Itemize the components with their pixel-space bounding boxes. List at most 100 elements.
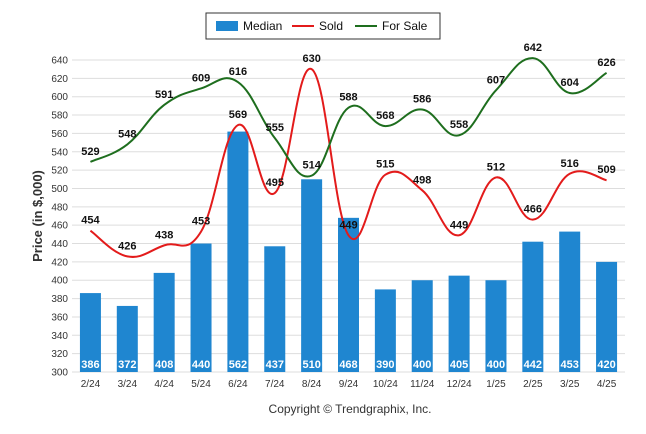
- legend-label-median: Median: [243, 19, 282, 33]
- y-tick-label: 440: [51, 239, 68, 250]
- data-label-sold: 454: [81, 215, 100, 227]
- y-tick-label: 560: [51, 129, 68, 140]
- bar-median: [264, 246, 286, 372]
- data-label-sold: 630: [302, 53, 320, 65]
- x-tick-label: 11/24: [410, 379, 435, 390]
- data-label-for-sale: 591: [155, 89, 173, 101]
- bar-median: [559, 231, 581, 372]
- bar-median: [596, 261, 618, 372]
- data-label-for-sale: 616: [229, 66, 247, 78]
- x-tick-label: 5/24: [191, 379, 211, 390]
- bar-value-label: 437: [266, 359, 284, 371]
- y-tick-label: 600: [51, 92, 68, 103]
- x-axis-ticks: 2/24 3/24 4/24 5/24 6/24 7/24 8/24 9/24 10/24 11/…: [81, 379, 617, 390]
- bar-value-label: 562: [229, 359, 247, 371]
- bar-median: [227, 131, 249, 372]
- y-tick-label: 520: [51, 166, 68, 177]
- y-tick-label: 360: [51, 312, 68, 323]
- data-label-sold: 515: [376, 159, 394, 171]
- bar-value-label: 405: [450, 359, 468, 371]
- x-tick-label: 4/24: [154, 379, 174, 390]
- bar-median: [338, 217, 359, 372]
- bar-value-label: 408: [155, 359, 173, 371]
- legend: Median Sold For Sale: [205, 12, 441, 40]
- x-tick-label: 1/25: [486, 379, 506, 390]
- bar-value-label: 510: [302, 359, 320, 371]
- bar-value-label: 400: [413, 359, 431, 371]
- x-tick-label: 6/24: [228, 379, 248, 390]
- line-sold: [89, 68, 607, 258]
- data-label-sold: 453: [192, 216, 210, 228]
- y-tick-label: 540: [51, 147, 68, 158]
- data-label-sold: 509: [597, 164, 615, 176]
- data-label-sold: 495: [266, 177, 284, 189]
- data-label-sold: 516: [561, 158, 579, 170]
- data-label-sold: 449: [450, 219, 468, 231]
- data-label-for-sale: 548: [118, 128, 136, 140]
- data-label-for-sale: 529: [81, 146, 99, 158]
- bar-value-label: 420: [597, 359, 615, 371]
- bar-median: [190, 243, 212, 372]
- y-tick-label: 400: [51, 276, 68, 287]
- x-tick-label: 2/24: [81, 379, 101, 390]
- data-label-sold: 438: [155, 229, 173, 241]
- data-label-sold: 512: [487, 161, 505, 173]
- bar-median: [153, 272, 175, 372]
- bar-median: [301, 179, 323, 372]
- y-tick-label: 460: [51, 221, 68, 232]
- bar-median: [411, 280, 433, 372]
- data-label-for-sale: 609: [192, 72, 210, 84]
- data-label-sold: 466: [524, 204, 542, 216]
- bar-value-labels: 386 372 408 440 562 437 510 468 390 400 405 400 442 4…: [81, 359, 615, 371]
- legend-swatch-median: [216, 21, 238, 31]
- y-tick-label: 580: [51, 111, 68, 122]
- x-tick-label: 3/24: [118, 379, 138, 390]
- data-label-for-sale: 607: [487, 74, 505, 86]
- bar-median: [79, 293, 101, 372]
- data-label-for-sale: 558: [450, 119, 468, 131]
- y-tick-label: 300: [51, 368, 68, 379]
- bar-value-label: 453: [561, 359, 579, 371]
- data-label-for-sale: 604: [561, 77, 580, 89]
- bar-value-label: 400: [487, 359, 505, 371]
- data-label-for-sale: 586: [413, 94, 431, 106]
- data-label-for-sale: 642: [524, 42, 542, 54]
- bar-value-label: 468: [339, 359, 357, 371]
- data-label-for-sale: 568: [376, 110, 394, 122]
- data-label-for-sale: 514: [302, 160, 321, 172]
- data-label-sold: 449: [339, 219, 357, 231]
- bar-median: [522, 241, 544, 372]
- bar-value-label: 372: [118, 359, 136, 371]
- x-tick-label: 8/24: [302, 379, 322, 390]
- legend-label-for-sale: For Sale: [382, 19, 428, 33]
- data-label-sold: 569: [229, 109, 247, 121]
- line-value-labels: 454 426 438 453 569 495 630 449 515 498 449 512 466 5…: [81, 42, 615, 252]
- bar-median: [116, 305, 138, 372]
- data-label-for-sale: 588: [339, 92, 357, 104]
- y-tick-label: 500: [51, 184, 68, 195]
- data-label-sold: 426: [118, 240, 136, 252]
- y-tick-label: 320: [51, 349, 68, 360]
- bar-median: [374, 289, 396, 372]
- x-tick-label: 2/25: [523, 379, 543, 390]
- bar-series-median: [79, 131, 618, 372]
- line-for-sale: [90, 57, 608, 178]
- x-tick-label: 10/24: [373, 379, 398, 390]
- y-tick-label: 420: [51, 257, 68, 268]
- legend-box: [205, 12, 441, 40]
- x-tick-label: 4/25: [597, 379, 617, 390]
- bar-value-label: 390: [376, 359, 394, 371]
- bar-value-label: 440: [192, 359, 210, 371]
- copyright-text: Copyright © Trendgraphix, Inc.: [269, 402, 432, 416]
- data-label-for-sale: 555: [266, 122, 284, 134]
- y-axis-ticks: 300 320 340 360 380 400 420 440 460 480 500 520 540 5…: [51, 56, 68, 379]
- x-tick-label: 7/24: [265, 379, 285, 390]
- y-tick-label: 480: [51, 202, 68, 213]
- bar-median: [485, 280, 507, 372]
- x-tick-label: 3/25: [560, 379, 580, 390]
- bar-median: [448, 275, 470, 372]
- data-label-sold: 498: [413, 174, 431, 186]
- y-tick-label: 640: [51, 56, 68, 67]
- line-series: [89, 57, 608, 258]
